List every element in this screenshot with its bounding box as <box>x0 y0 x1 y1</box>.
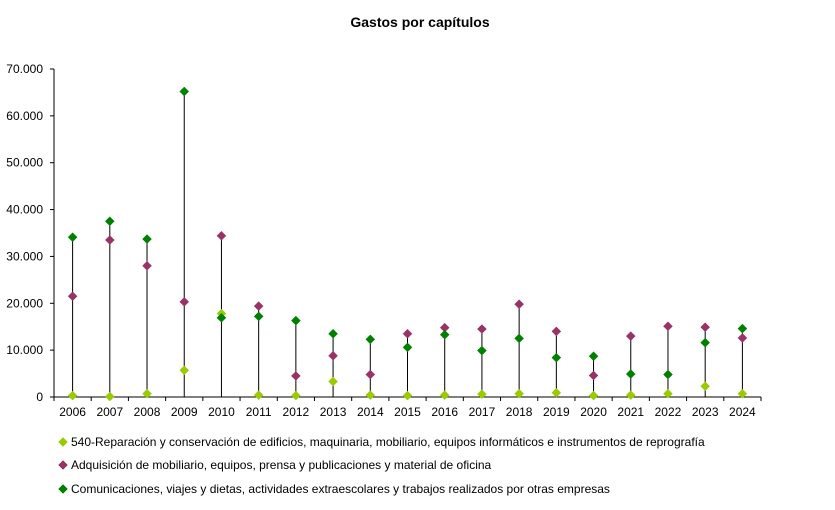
y-tick-label: 30.000 <box>6 249 43 263</box>
x-tick-label: 2022 <box>655 405 682 419</box>
legend-label-series-2: Adquisición de mobiliario, equipos, pren… <box>71 458 492 472</box>
data-point-series-3 <box>737 323 748 334</box>
data-point-series-2 <box>588 370 599 381</box>
data-point-series-3 <box>588 351 599 362</box>
chart-title: Gastos por capítulos <box>350 14 489 30</box>
data-point-series-1 <box>179 365 190 376</box>
data-point-series-1 <box>291 390 301 401</box>
x-tick-label: 2009 <box>171 405 198 419</box>
x-tick-label: 2012 <box>283 405 310 419</box>
x-tick-label: 2019 <box>543 405 570 419</box>
data-point-series-1 <box>104 391 115 402</box>
data-point-series-1 <box>477 389 487 400</box>
data-point-series-1 <box>253 390 264 400</box>
data-point-series-2 <box>663 321 673 332</box>
data-point-series-3 <box>477 345 487 356</box>
data-point-series-3 <box>142 234 152 244</box>
y-tick-label: 50.000 <box>6 156 43 170</box>
data-point-series-1 <box>663 388 673 399</box>
x-tick-label: 2018 <box>506 405 533 419</box>
data-point-series-3 <box>291 315 301 326</box>
data-point-series-2 <box>737 333 748 343</box>
x-tick-label: 2016 <box>431 405 458 419</box>
data-point-series-3 <box>104 216 115 227</box>
data-point-series-1 <box>142 388 152 399</box>
data-point-series-3 <box>67 232 78 243</box>
y-tick-label: 20.000 <box>6 296 43 310</box>
data-point-series-3 <box>402 342 413 353</box>
x-tick-label: 2023 <box>692 405 719 419</box>
data-point-series-1 <box>67 390 78 401</box>
x-tick-label: 2007 <box>96 405 123 419</box>
data-point-series-2 <box>142 260 152 271</box>
y-tick-label: 40.000 <box>6 203 43 217</box>
legend-label-series-1: 540-Reparación y conservación de edifici… <box>71 435 705 449</box>
data-point-series-2 <box>291 371 301 381</box>
data-point-series-3 <box>328 328 338 339</box>
x-tick-label: 2011 <box>246 405 272 419</box>
data-point-series-1 <box>328 376 338 387</box>
x-tick-label: 2006 <box>59 405 86 419</box>
x-tick-label: 2024 <box>729 405 756 419</box>
data-point-series-3 <box>551 352 562 363</box>
data-point-series-3 <box>253 311 264 322</box>
data-point-series-1 <box>700 381 711 392</box>
legend-marker-series-3 <box>58 484 68 494</box>
legend-marker-series-2 <box>58 460 68 470</box>
y-tick-label: 0 <box>36 390 43 404</box>
data-point-series-2 <box>216 230 227 241</box>
x-tick-label: 2010 <box>208 405 235 419</box>
x-tick-label: 2014 <box>357 405 384 419</box>
data-point-series-3 <box>700 337 711 348</box>
data-point-series-3 <box>179 86 190 97</box>
data-point-series-1 <box>625 390 636 400</box>
data-point-series-1 <box>588 390 599 401</box>
legend-label-series-3: Comunicaciones, viajes y dietas, activid… <box>71 482 610 496</box>
y-tick-label: 60.000 <box>6 109 43 123</box>
x-tick-label: 2017 <box>469 405 496 419</box>
data-point-series-3 <box>625 369 636 379</box>
data-point-series-2 <box>551 326 562 337</box>
data-point-series-1 <box>551 387 562 398</box>
data-point-series-2 <box>477 324 487 334</box>
data-point-series-1 <box>402 390 413 401</box>
data-point-series-2 <box>514 299 524 310</box>
x-tick-label: 2008 <box>134 405 161 419</box>
data-point-series-3 <box>514 333 524 344</box>
data-point-series-1 <box>439 390 450 400</box>
data-point-series-1 <box>514 388 524 399</box>
legend: 540-Reparación y conservación de edifici… <box>58 435 705 496</box>
data-point-series-3 <box>663 369 673 380</box>
x-tick-label: 2013 <box>320 405 347 419</box>
data-point-series-1 <box>365 390 376 400</box>
data-point-series-2 <box>104 235 115 245</box>
legend-marker-series-1 <box>58 437 68 447</box>
x-tick-label: 2020 <box>580 405 607 419</box>
data-point-series-3 <box>365 334 376 345</box>
data-point-series-3 <box>216 312 227 323</box>
data-point-series-2 <box>328 350 338 361</box>
x-tick-label: 2021 <box>617 405 644 419</box>
data-point-series-2 <box>67 291 78 302</box>
data-point-series-2 <box>402 328 413 339</box>
data-point-series-2 <box>700 322 711 333</box>
data-point-series-2 <box>253 301 264 311</box>
y-tick-label: 10.000 <box>6 343 43 357</box>
data-point-series-2 <box>625 331 636 341</box>
x-tick-label: 2015 <box>394 405 421 419</box>
plot-area: 0 10.000 20.000 30.000 40.000 50.000 60.000 70.… <box>6 62 762 419</box>
data-point-series-3 <box>439 329 450 340</box>
data-point-series-1 <box>737 388 748 399</box>
data-point-series-2 <box>179 297 190 307</box>
y-tick-label: 70.000 <box>6 62 43 76</box>
data-point-series-2 <box>365 369 376 380</box>
